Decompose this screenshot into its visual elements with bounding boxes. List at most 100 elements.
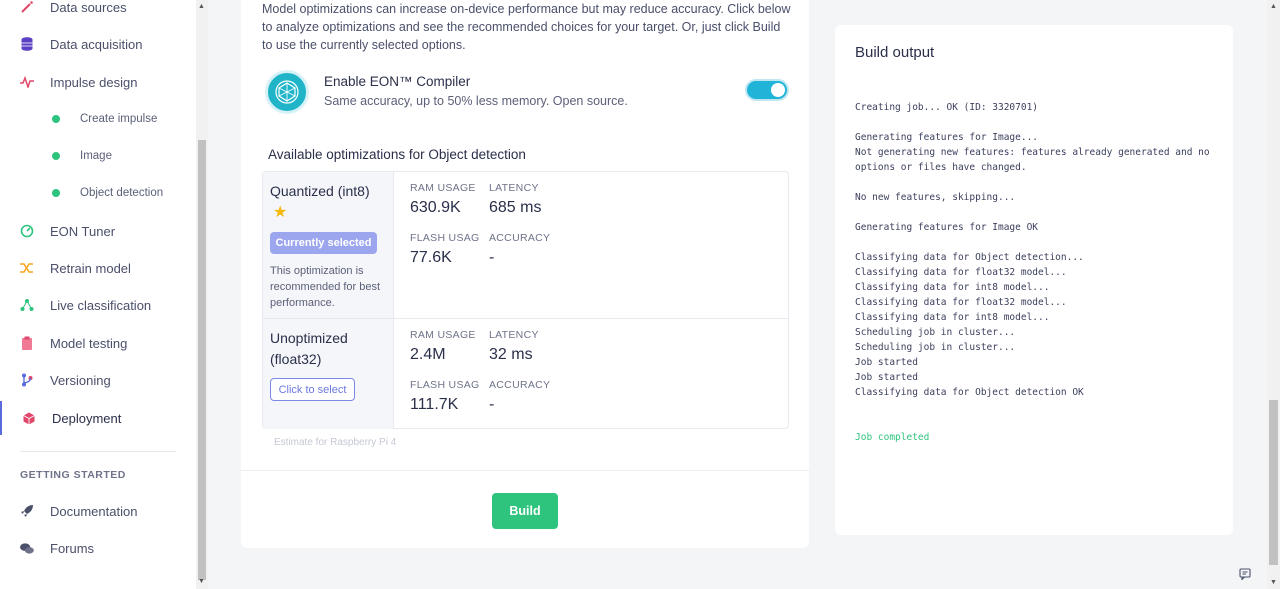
option-summary: Unoptimized (float32) Click to select — [263, 319, 394, 429]
log-line: Classifying data for Object detection OK — [855, 387, 1084, 398]
log-line: Classifying data for Object detection... — [855, 252, 1084, 263]
sidebar-item-image[interactable]: Image — [0, 139, 196, 173]
sidebar-item-data-sources[interactable]: Data sources — [0, 0, 196, 24]
ram-usage-label: RAM USAGE — [410, 329, 476, 341]
log-line: Not generating new features: features al… — [855, 147, 1216, 173]
deployment-options-card: Model optimizations can increase on-devi… — [241, 0, 809, 548]
option-unoptimized-float32[interactable]: Unoptimized (float32) Click to select RA… — [263, 319, 788, 429]
page-scrollbar[interactable]: ▲ ▼ — [1267, 0, 1280, 589]
feedback-chat-icon[interactable] — [1239, 567, 1251, 581]
log-line — [855, 115, 1225, 130]
shuffle-icon — [20, 261, 34, 275]
eon-compiler-title: Enable EON™ Compiler — [324, 74, 471, 89]
log-line-job-completed: Job completed — [855, 432, 930, 443]
eon-compiler-toggle[interactable] — [745, 79, 789, 101]
ram-usage-label: RAM USAGE — [410, 182, 476, 194]
sidebar-item-impulse-design[interactable]: Impulse design — [0, 65, 196, 99]
scroll-up-icon[interactable]: ▲ — [198, 3, 205, 10]
sidebar-section-title: GETTING STARTED — [20, 469, 126, 481]
sidebar-item-object-detection[interactable]: Object detection — [0, 176, 196, 210]
sidebar-item-data-acquisition[interactable]: Data acquisition — [0, 27, 196, 61]
optimization-intro-text: Model optimizations can increase on-devi… — [262, 2, 791, 52]
sidebar-scrollbar[interactable]: ▲ ▼ — [196, 0, 208, 589]
log-line: Scheduling job in cluster... — [855, 327, 1016, 338]
sidebar-item-label: Object detection — [80, 187, 164, 199]
accuracy-value: - — [489, 396, 495, 413]
sidebar-item-label: Model testing — [50, 335, 128, 351]
sidebar-item-forums[interactable]: Forums — [0, 531, 196, 565]
sidebar-item-label: Impulse design — [50, 74, 138, 90]
sidebar-item-label: Create impulse — [80, 113, 158, 125]
log-line: Generating features for Image... — [855, 132, 1039, 143]
card-divider — [241, 470, 809, 471]
option-summary: Quantized (int8) ★ Currently selected Th… — [263, 172, 394, 318]
option-name: Unoptimized (float32) — [270, 330, 348, 367]
sidebar-item-label: Versioning — [50, 372, 111, 388]
wand-icon — [20, 0, 34, 14]
ram-usage-value: 630.9K — [410, 199, 461, 216]
sidebar-item-model-testing[interactable]: Model testing — [0, 326, 196, 360]
sidebar-item-deployment[interactable]: Deployment — [0, 401, 196, 435]
sidebar-item-label: Data sources — [50, 0, 127, 15]
log-line: Classifying data for float32 model... — [855, 267, 1067, 278]
pulse-icon — [20, 75, 34, 89]
dot-icon — [52, 189, 60, 197]
log-line — [855, 415, 1225, 430]
database-icon — [20, 37, 34, 51]
flash-usage-label: FLASH USAGE — [410, 232, 479, 244]
scrollbar-thumb[interactable] — [1269, 400, 1278, 565]
eon-compiler-row: Enable EON™ Compiler Same accuracy, up t… — [265, 70, 789, 118]
scroll-up-icon[interactable]: ▲ — [1270, 3, 1277, 10]
flash-usage-value: 111.7K — [410, 396, 459, 413]
option-quantized-int8[interactable]: Quantized (int8) ★ Currently selected Th… — [263, 172, 788, 319]
log-line: Creating job... OK (ID: 3320701) — [855, 102, 1039, 113]
optimizations-table: Quantized (int8) ★ Currently selected Th… — [262, 171, 789, 429]
sidebar-item-label: Retrain model — [50, 260, 131, 276]
log-line: Classifying data for int8 model... — [855, 312, 1050, 323]
currently-selected-badge: Currently selected — [270, 232, 377, 254]
build-output-panel: Build output Creating job... OK (ID: 332… — [835, 25, 1233, 535]
rocket-icon — [20, 504, 34, 518]
sidebar-item-label: EON Tuner — [50, 223, 116, 239]
latency-label: LATENCY — [489, 329, 539, 341]
flash-usage-value: 77.6K — [410, 249, 452, 266]
click-to-select-button[interactable]: Click to select — [270, 378, 355, 401]
dot-icon — [52, 152, 60, 160]
tuner-icon — [20, 224, 34, 238]
scroll-down-icon[interactable]: ▼ — [1270, 579, 1277, 586]
recommendation-note: This optimization is recommended for bes… — [270, 265, 381, 309]
sidebar-item-live-classification[interactable]: Live classification — [0, 288, 196, 322]
toggle-knob — [771, 83, 785, 97]
log-line — [855, 235, 1225, 250]
latency-label: LATENCY — [489, 182, 539, 194]
sidebar-item-create-impulse[interactable]: Create impulse — [0, 102, 196, 136]
accuracy-label: ACCURACY — [489, 379, 551, 391]
sidebar-item-documentation[interactable]: Documentation — [0, 494, 196, 528]
scrollbar-thumb[interactable] — [198, 140, 206, 580]
log-line — [855, 175, 1225, 190]
log-line: Job started — [855, 357, 918, 368]
chat-bubbles-icon — [20, 541, 34, 555]
estimate-target-note: Estimate for Raspberry Pi 4 — [274, 437, 397, 448]
network-icon — [20, 298, 34, 312]
log-line — [855, 400, 1225, 415]
dot-icon — [52, 115, 60, 123]
build-button[interactable]: Build — [492, 493, 558, 529]
log-line — [855, 205, 1225, 220]
sidebar-item-label: Image — [80, 150, 112, 162]
sidebar-item-eon-tuner[interactable]: EON Tuner — [0, 214, 196, 248]
sidebar-item-versioning[interactable]: Versioning — [0, 363, 196, 397]
sidebar-divider — [20, 451, 176, 452]
branch-icon — [20, 373, 34, 387]
option-name: Quantized (int8) — [270, 183, 370, 199]
flash-usage-label: FLASH USAGE — [410, 379, 479, 391]
build-output-title: Build output — [855, 44, 935, 61]
clipboard-icon — [20, 336, 34, 350]
latency-value: 32 ms — [489, 346, 533, 363]
sidebar-item-retrain-model[interactable]: Retrain model — [0, 251, 196, 285]
scroll-down-icon[interactable]: ▼ — [198, 578, 205, 585]
log-line: Classifying data for int8 model... — [855, 282, 1050, 293]
sidebar: Data sources Data acquisition Impulse de… — [0, 0, 196, 589]
sidebar-item-label: Forums — [50, 540, 95, 556]
star-icon: ★ — [273, 204, 288, 221]
